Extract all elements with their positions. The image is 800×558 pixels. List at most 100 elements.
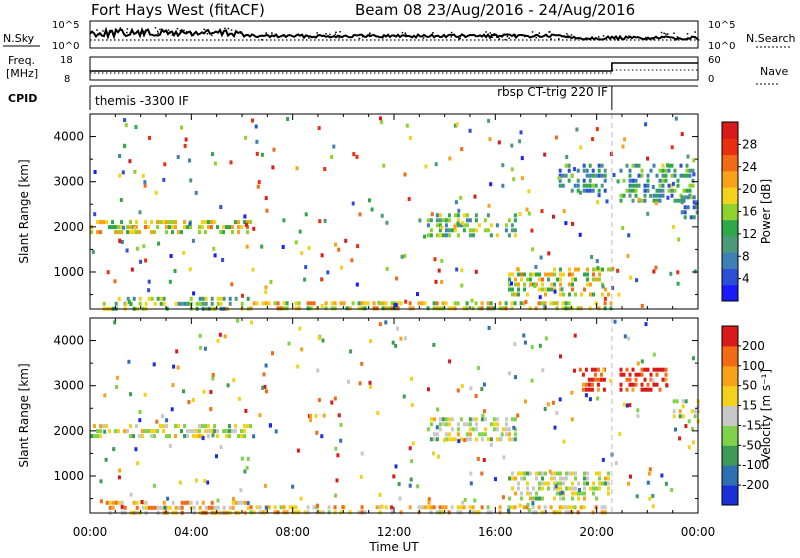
range-gate-cell: [382, 163, 386, 168]
range-gate-cell: [643, 193, 647, 198]
range-gate-cell: [654, 201, 658, 206]
range-gate-cell: [468, 218, 472, 223]
range-gate-cell: [510, 281, 513, 286]
range-gate-cell: [596, 367, 600, 372]
range-gate-cell: [207, 429, 210, 434]
nsky-spike: [186, 31, 188, 34]
range-gate-cell: [324, 301, 328, 306]
range-gate-cell: [541, 486, 544, 491]
range-gate-cell: [661, 183, 665, 188]
range-gate-cell: [129, 392, 133, 397]
range-gate-cell: [174, 301, 178, 306]
range-gate-cell: [468, 505, 472, 510]
range-gate-cell: [111, 505, 115, 510]
range-gate-cell: [471, 505, 475, 510]
range-gate-cell: [468, 128, 472, 133]
range-gate-cell: [504, 427, 508, 432]
range-gate-cell: [686, 205, 690, 210]
range-gate-cell: [263, 483, 267, 488]
nsky-spike: [686, 38, 688, 40]
range-gate-cell: [691, 356, 695, 361]
range-gate-cell: [578, 190, 582, 195]
range-gate-cell: [390, 510, 394, 515]
range-gate-cell: [693, 409, 697, 414]
range-gate-cell: [514, 277, 517, 282]
range-gate-cell: [429, 422, 433, 427]
range-gate-cell: [573, 183, 577, 188]
colorbar-segment: [722, 138, 738, 156]
range-gate-cell: [574, 491, 577, 496]
range-gate-cell: [279, 306, 283, 311]
range-gate-cell: [183, 143, 187, 148]
range-gate-cell: [104, 457, 108, 462]
range-gate-cell: [474, 301, 478, 306]
range-gate-cell: [170, 407, 174, 412]
range-gate-cell: [541, 471, 544, 476]
range-gate-cell: [432, 432, 436, 437]
range-gate-cell: [520, 471, 523, 476]
range-gate-cell: [249, 220, 252, 225]
range-gate-cell: [549, 505, 553, 510]
range-gate-cell: [603, 168, 607, 173]
range-gate-cell: [198, 296, 202, 301]
range-gate-cell: [647, 471, 651, 476]
range-gate-cell: [562, 439, 566, 444]
range-gate-cell: [558, 173, 562, 178]
range-gate-cell: [603, 306, 607, 311]
range-gate-cell: [129, 492, 133, 497]
nsky-spike: [369, 32, 371, 34]
range-gate-cell: [440, 258, 444, 263]
range-gate-cell: [123, 505, 127, 510]
range-gate-cell: [646, 178, 650, 183]
range-gate-cell: [282, 306, 286, 311]
range-gate-cell: [489, 422, 493, 427]
y-tick-label: 2000: [53, 424, 84, 438]
range-gate-cell: [554, 484, 558, 489]
range-gate-cell: [555, 301, 559, 306]
range-gate-cell: [541, 282, 544, 287]
range-gate-cell: [530, 228, 534, 233]
range-gate-cell: [571, 272, 574, 277]
nsky-spike: [464, 36, 466, 39]
range-gate-cell: [564, 221, 568, 226]
range-gate-cell: [567, 301, 571, 306]
range-gate-cell: [198, 333, 202, 338]
range-gate-cell: [592, 486, 595, 491]
range-gate-cell: [679, 173, 683, 178]
range-gate-cell: [577, 496, 580, 501]
range-gate-cell: [120, 240, 124, 244]
range-gate-cell: [588, 173, 592, 178]
range-gate-cell: [117, 500, 121, 505]
range-gate-cell: [204, 429, 207, 434]
freq-panel-frame: [89, 56, 699, 81]
range-gate-cell: [447, 510, 451, 515]
range-gate-cell: [501, 163, 505, 168]
range-gate-cell: [508, 496, 511, 501]
range-gate-cell: [581, 372, 585, 377]
range-gate-cell: [225, 225, 228, 230]
range-gate-cell: [250, 320, 253, 325]
range-gate-cell: [120, 225, 123, 230]
colorbar-tick-label: -100: [742, 458, 769, 472]
range-gate-cell: [683, 195, 687, 200]
range-gate-cell: [623, 334, 627, 339]
range-gate-cell: [687, 419, 691, 424]
range-gate-cell: [120, 500, 124, 505]
range-gate-cell: [168, 279, 172, 284]
nsky-spike: [665, 33, 667, 35]
range-gate-cell: [554, 135, 558, 140]
range-gate-cell: [492, 417, 496, 422]
range-gate-cell: [231, 505, 235, 510]
range-gate-cell: [483, 409, 486, 414]
range-gate-cell: [182, 389, 185, 394]
range-gate-cell: [652, 352, 656, 357]
colorbar-tick-label: 16: [742, 205, 757, 219]
freq-line: [90, 62, 698, 72]
range-gate-cell: [691, 427, 695, 431]
range-gate-cell: [526, 292, 529, 297]
range-gate-cell: [665, 383, 669, 388]
range-gate-cell: [130, 267, 134, 272]
range-gate-cell: [628, 173, 632, 178]
range-gate-cell: [683, 205, 687, 210]
range-gate-cell: [534, 265, 538, 269]
